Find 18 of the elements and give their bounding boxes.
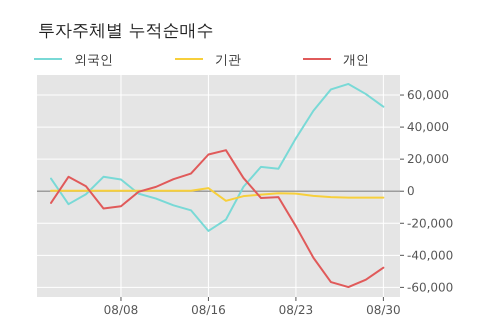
x-tick-label: 08/08 [104, 303, 138, 317]
x-tick-label: 08/23 [278, 303, 314, 317]
legend-label: 개인 [343, 53, 369, 68]
y-tick-label: 40,000 [407, 120, 449, 134]
y-tick-label: -20,000 [407, 216, 454, 230]
x-tick-label: 08/16 [191, 303, 226, 317]
y-tick-label: 60,000 [407, 88, 449, 102]
legend-label: 기관 [215, 53, 241, 68]
line-series [50, 149, 384, 288]
y-tick-label: 20,000 [407, 152, 449, 166]
chart-title: 투자주체별 누적순매수 [38, 21, 214, 41]
line-series [50, 187, 384, 202]
y-tick-label: 0 [407, 184, 415, 198]
x-tick-label: 08/30 [366, 303, 401, 317]
y-tick-label: -60,000 [407, 280, 454, 294]
line-series [50, 82, 384, 232]
legend-label: 외국인 [74, 53, 113, 68]
y-tick-label: -40,000 [407, 248, 454, 262]
